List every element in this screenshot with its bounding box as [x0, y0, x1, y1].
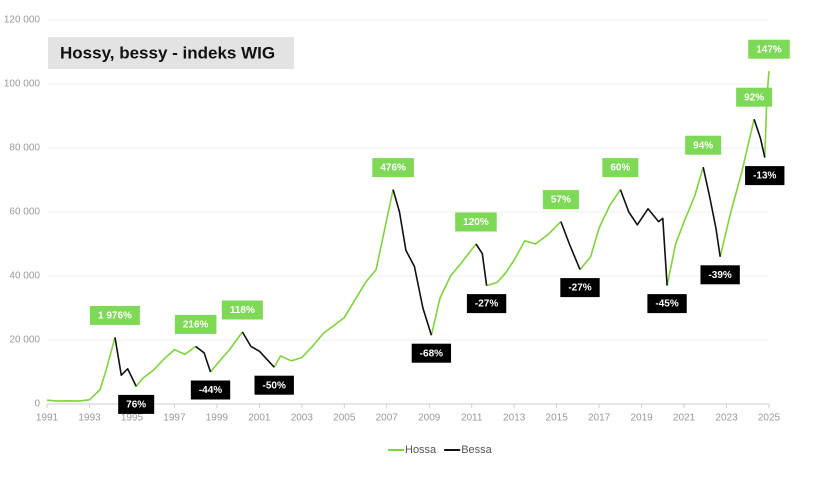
y-tick-label: 80 000	[9, 143, 40, 154]
x-tick-label: 2017	[588, 413, 611, 424]
y-tick-label: 20 000	[9, 335, 40, 346]
series-line	[46, 71, 770, 402]
x-tick-label: 2007	[376, 413, 399, 424]
annotation-box	[560, 278, 600, 298]
annotation-box	[700, 265, 740, 285]
annotation: 60%	[602, 158, 639, 178]
annotation: -39%	[700, 265, 740, 285]
x-tick-label: 2009	[418, 413, 441, 424]
x-tick-label: 2021	[673, 413, 696, 424]
annotation: -50%	[254, 375, 294, 395]
annotation-box	[254, 375, 294, 395]
x-tick-label: 2023	[715, 413, 738, 424]
annotation-label: 118%	[230, 305, 255, 316]
x-tick-label: 1997	[163, 413, 186, 424]
annotation-label: 476%	[380, 163, 406, 174]
annotation-label: 92%	[744, 92, 764, 103]
grid	[47, 19, 769, 405]
annotation-label: -45%	[655, 299, 678, 310]
annotation-label: -27%	[568, 283, 591, 294]
annotation: 92%	[736, 87, 773, 107]
annotation-label: 76%	[126, 400, 146, 411]
annotation-box	[647, 294, 687, 314]
annotation: -45%	[647, 294, 687, 314]
x-tick-label: 2005	[333, 413, 356, 424]
annotation-label: 216%	[183, 320, 209, 331]
annotation: -13%	[745, 166, 785, 186]
annotation: -27%	[466, 294, 507, 314]
annotation-box	[736, 87, 773, 107]
annotation: 94%	[685, 135, 722, 155]
title-box	[48, 37, 294, 69]
y-tick-label: 100 000	[4, 79, 41, 90]
annotation: 1 976%	[89, 305, 140, 325]
annotation-box	[685, 135, 722, 155]
x-tick-label: 2025	[758, 413, 781, 424]
chart-title: Hossy, bessy - indeks WIG	[60, 43, 275, 62]
x-tick-label: 2011	[461, 413, 483, 424]
annotation-box	[411, 343, 452, 363]
annotation-label: -68%	[420, 348, 443, 359]
x-tick-label: 1999	[206, 413, 229, 424]
x-tick-label: 1995	[121, 413, 144, 424]
annotation: 76%	[118, 394, 155, 414]
annotation: -44%	[190, 380, 231, 400]
annotation: -27%	[560, 278, 600, 298]
annotation: 118%	[221, 300, 263, 320]
x-tick-label: 2019	[630, 413, 653, 424]
x-tick-label: 2015	[546, 413, 569, 424]
y-tick-label: 40 000	[9, 271, 40, 282]
annotation-box	[118, 394, 155, 414]
annotation-label: 1 976%	[98, 311, 132, 322]
annotation-box	[190, 380, 231, 400]
annotation: -68%	[411, 343, 452, 363]
annotation-box	[89, 305, 140, 325]
series-line	[114, 118, 766, 387]
annotation: 120%	[455, 212, 497, 232]
x-tick-label: 1993	[78, 413, 101, 424]
annotation-label: 147%	[756, 44, 782, 55]
annotation-label: -27%	[475, 299, 498, 310]
annotation: 216%	[174, 314, 217, 334]
annotation: 476%	[372, 158, 414, 178]
annotation-label: 57%	[551, 195, 571, 206]
x-tick-label: 2001	[248, 413, 271, 424]
annotation-label: 60%	[610, 163, 630, 174]
legend-label: Bessa	[461, 444, 492, 456]
annotation-box	[466, 294, 507, 314]
annotation-box	[174, 314, 217, 334]
y-tick-label: 0	[34, 399, 40, 410]
annotation: 57%	[542, 190, 579, 210]
annotation-box	[542, 190, 579, 210]
x-tick-label: 2013	[503, 413, 526, 424]
annotation-box	[455, 212, 497, 232]
x-tick-label: 2003	[291, 413, 314, 424]
annotation-box	[748, 39, 790, 59]
x-tick-label: 1991	[36, 413, 59, 424]
y-tick-label: 60 000	[9, 207, 40, 218]
legend-label: Hossa	[405, 444, 437, 456]
annotation-label: -13%	[753, 171, 776, 182]
annotation-box	[372, 158, 414, 178]
annotation-label: -50%	[263, 380, 286, 391]
annotation-label: 120%	[463, 217, 489, 228]
y-tick-label: 120 000	[4, 15, 41, 26]
annotation-label: 94%	[693, 140, 713, 151]
annotation-box	[602, 158, 639, 178]
annotation-box	[221, 300, 263, 320]
annotation-box	[745, 166, 785, 186]
annotation-label: -44%	[199, 385, 222, 396]
annotation: 147%	[748, 39, 790, 59]
annotation-label: -39%	[708, 270, 731, 281]
